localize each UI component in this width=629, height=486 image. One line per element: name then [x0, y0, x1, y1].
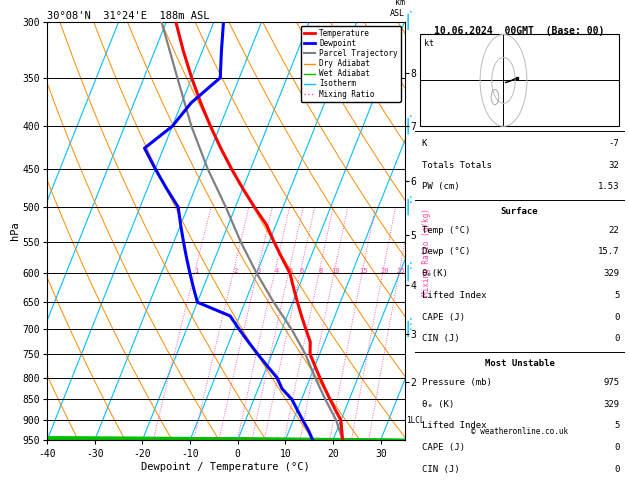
Text: 30°08'N  31°24'E  188m ASL: 30°08'N 31°24'E 188m ASL — [47, 11, 209, 21]
Text: Dewp (°C): Dewp (°C) — [421, 247, 470, 257]
Text: 20: 20 — [380, 268, 389, 275]
Text: 6: 6 — [300, 268, 304, 275]
Text: 329: 329 — [603, 269, 620, 278]
X-axis label: Dewpoint / Temperature (°C): Dewpoint / Temperature (°C) — [142, 462, 310, 471]
Text: Lifted Index: Lifted Index — [421, 291, 486, 300]
Text: Totals Totals: Totals Totals — [421, 160, 491, 170]
Text: 32: 32 — [609, 160, 620, 170]
Text: Pressure (mb): Pressure (mb) — [421, 378, 491, 387]
Text: 15.7: 15.7 — [598, 247, 620, 257]
Text: 0: 0 — [614, 334, 620, 344]
Text: θₑ (K): θₑ (K) — [421, 399, 454, 409]
Text: CAPE (J): CAPE (J) — [421, 312, 465, 322]
Text: 0: 0 — [614, 465, 620, 474]
Text: © weatheronline.co.uk: © weatheronline.co.uk — [471, 427, 568, 435]
Text: 0: 0 — [614, 443, 620, 452]
Text: Mixing Ratio (g/kg): Mixing Ratio (g/kg) — [421, 208, 430, 295]
Text: 8: 8 — [319, 268, 323, 275]
Text: -7: -7 — [609, 139, 620, 148]
Text: 5: 5 — [614, 421, 620, 431]
Text: CIN (J): CIN (J) — [421, 465, 459, 474]
Text: 4: 4 — [274, 268, 279, 275]
Text: 22: 22 — [609, 226, 620, 235]
Legend: Temperature, Dewpoint, Parcel Trajectory, Dry Adiabat, Wet Adiabat, Isotherm, Mi: Temperature, Dewpoint, Parcel Trajectory… — [301, 26, 401, 102]
Text: Temp (°C): Temp (°C) — [421, 226, 470, 235]
Text: 1.53: 1.53 — [598, 182, 620, 191]
Text: CIN (J): CIN (J) — [421, 334, 459, 344]
Text: 10.06.2024  00GMT  (Base: 00): 10.06.2024 00GMT (Base: 00) — [434, 26, 604, 36]
Text: 2: 2 — [233, 268, 237, 275]
Text: km
ASL: km ASL — [389, 0, 404, 17]
Text: K: K — [421, 139, 427, 148]
Text: 1LCL: 1LCL — [406, 416, 425, 425]
Text: CAPE (J): CAPE (J) — [421, 443, 465, 452]
Text: 3: 3 — [257, 268, 261, 275]
Y-axis label: hPa: hPa — [10, 222, 20, 240]
Text: Surface: Surface — [501, 208, 538, 216]
Text: PW (cm): PW (cm) — [421, 182, 459, 191]
Text: Lifted Index: Lifted Index — [421, 421, 486, 431]
Text: kt: kt — [424, 38, 434, 48]
Text: θₑ(K): θₑ(K) — [421, 269, 448, 278]
Text: 5: 5 — [288, 268, 292, 275]
Bar — [420, 35, 620, 126]
Text: 15: 15 — [360, 268, 368, 275]
Text: 975: 975 — [603, 378, 620, 387]
Text: Most Unstable: Most Unstable — [484, 360, 554, 368]
Text: 329: 329 — [603, 399, 620, 409]
Text: 5: 5 — [614, 291, 620, 300]
Text: 25: 25 — [396, 268, 405, 275]
Text: 10: 10 — [331, 268, 340, 275]
Text: 1: 1 — [194, 268, 199, 275]
Text: 0: 0 — [614, 312, 620, 322]
